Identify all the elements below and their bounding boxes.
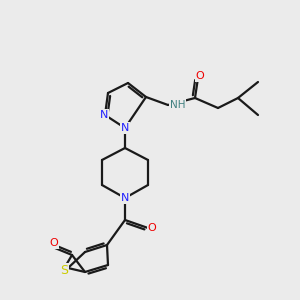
Text: N: N [121, 193, 129, 203]
Text: O: O [148, 223, 156, 233]
Text: N: N [121, 123, 129, 133]
Text: O: O [50, 238, 58, 248]
Text: S: S [60, 263, 68, 277]
Text: NH: NH [170, 100, 185, 110]
Text: N: N [100, 110, 108, 120]
Text: O: O [196, 71, 204, 81]
